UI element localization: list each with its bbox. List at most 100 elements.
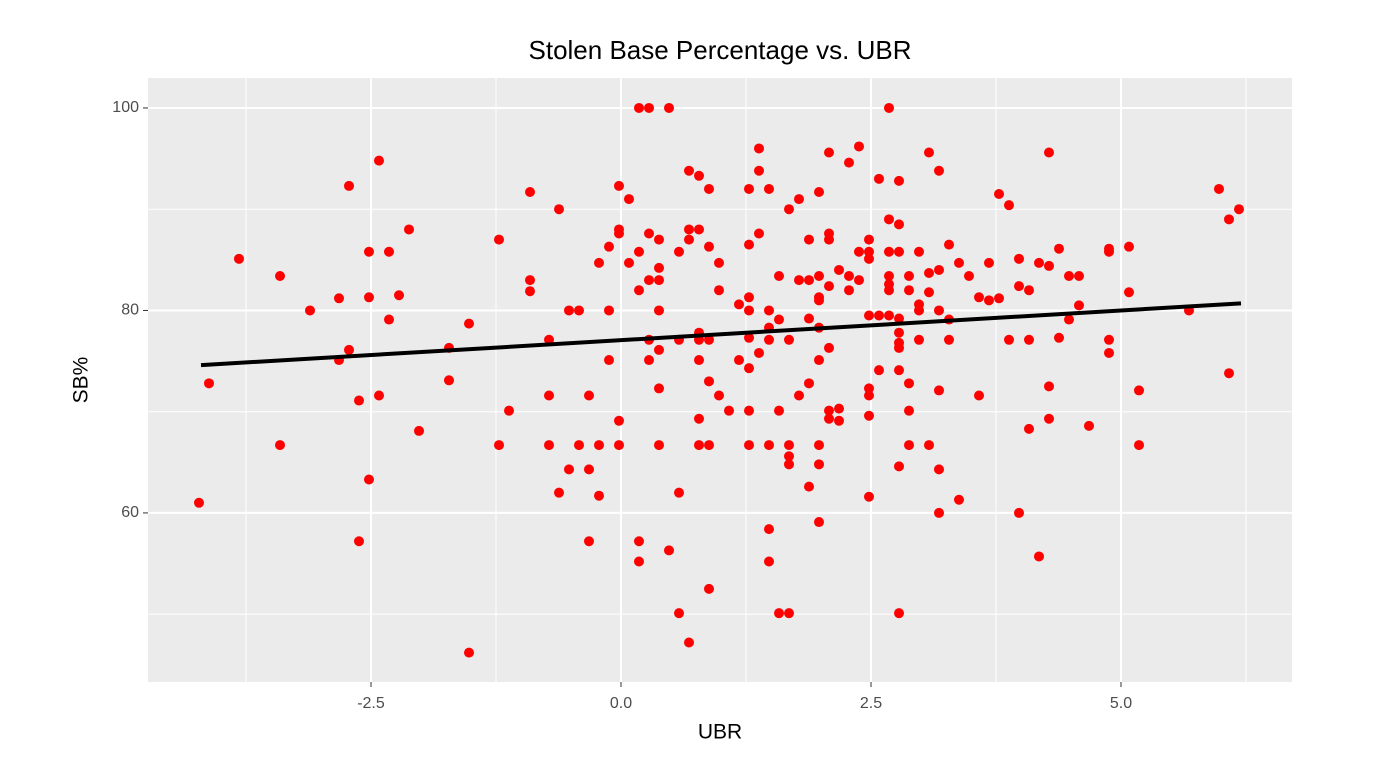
point	[954, 494, 964, 505]
x-tick-label: -2.5	[357, 695, 385, 712]
point	[904, 378, 914, 389]
point	[1084, 420, 1094, 431]
point	[364, 292, 374, 303]
point	[894, 342, 904, 353]
point	[654, 383, 664, 394]
point	[814, 355, 824, 366]
point	[864, 253, 874, 264]
point	[784, 608, 794, 619]
point	[784, 451, 794, 462]
point	[874, 310, 884, 321]
point	[634, 536, 644, 547]
point	[1124, 287, 1134, 298]
point	[574, 440, 584, 451]
x-tick-label: 2.5	[860, 695, 882, 712]
point	[894, 313, 904, 324]
point	[1004, 334, 1014, 345]
point	[684, 234, 694, 245]
chart-title: Stolen Base Percentage vs. UBR	[529, 35, 912, 65]
point	[714, 390, 724, 401]
point	[914, 334, 924, 345]
point	[634, 556, 644, 567]
point	[854, 275, 864, 286]
point	[494, 440, 504, 451]
point	[784, 440, 794, 451]
point	[994, 189, 1004, 200]
point	[784, 334, 794, 345]
point	[1034, 257, 1044, 268]
point	[544, 440, 554, 451]
point	[884, 214, 894, 225]
point	[694, 413, 704, 424]
point	[934, 264, 944, 275]
point	[814, 459, 824, 470]
point	[744, 292, 754, 303]
point	[704, 376, 714, 387]
point	[864, 491, 874, 502]
point	[704, 440, 714, 451]
point	[1224, 214, 1234, 225]
point	[874, 173, 884, 184]
panel	[148, 78, 1292, 682]
point	[614, 440, 624, 451]
point	[204, 378, 214, 389]
point	[914, 305, 924, 316]
point	[1134, 440, 1144, 451]
point	[934, 165, 944, 176]
point	[864, 310, 874, 321]
point	[824, 342, 834, 353]
point	[964, 271, 974, 282]
point	[654, 234, 664, 245]
point	[1044, 381, 1054, 392]
point	[974, 292, 984, 303]
point	[894, 246, 904, 257]
point	[654, 275, 664, 286]
point	[1074, 271, 1084, 282]
point	[804, 481, 814, 492]
point	[305, 305, 315, 316]
point	[664, 545, 674, 556]
point	[564, 464, 574, 475]
point	[924, 267, 934, 278]
point	[924, 287, 934, 298]
point	[1044, 260, 1054, 271]
point	[604, 241, 614, 252]
point	[844, 271, 854, 282]
point	[694, 355, 704, 366]
point	[1064, 271, 1074, 282]
point	[444, 375, 454, 386]
point	[904, 285, 914, 296]
point	[764, 440, 774, 451]
point	[824, 147, 834, 158]
point	[704, 183, 714, 194]
point	[394, 290, 404, 301]
point	[364, 246, 374, 257]
point	[654, 344, 664, 355]
point	[774, 314, 784, 325]
point	[754, 347, 764, 358]
point	[764, 305, 774, 316]
point	[614, 228, 624, 239]
point	[644, 228, 654, 239]
point	[584, 464, 594, 475]
point	[1024, 423, 1034, 434]
point	[804, 234, 814, 245]
point	[684, 165, 694, 176]
point	[704, 241, 714, 252]
point	[744, 183, 754, 194]
point	[744, 305, 754, 316]
point	[704, 583, 714, 594]
point	[854, 141, 864, 152]
point	[374, 155, 384, 166]
point	[525, 186, 535, 197]
point	[764, 183, 774, 194]
point	[1044, 147, 1054, 158]
point	[724, 405, 734, 416]
point	[1024, 334, 1034, 345]
point	[814, 517, 824, 528]
x-tick-label: 5.0	[1110, 695, 1132, 712]
point	[784, 459, 794, 470]
point	[525, 275, 535, 286]
point	[774, 608, 784, 619]
point	[814, 271, 824, 282]
